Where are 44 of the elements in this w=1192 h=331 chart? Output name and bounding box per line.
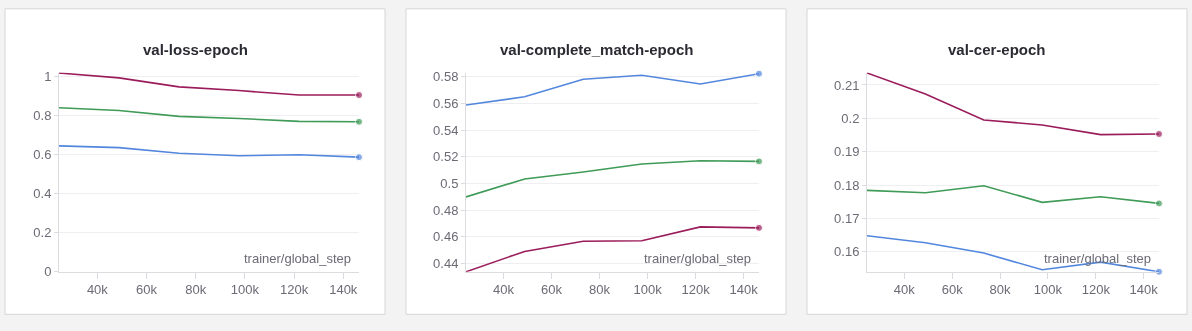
x-tick-label: 140k bbox=[329, 282, 358, 298]
y-tick-label: 0.58 bbox=[433, 69, 459, 85]
x-tick-label: 120k bbox=[1081, 282, 1111, 298]
x-tick-label: 60k bbox=[136, 282, 158, 298]
y-tick-label: 0.2 bbox=[33, 225, 52, 241]
x-tick-label: 80k bbox=[589, 282, 611, 298]
y-tick-label: 0.19 bbox=[834, 144, 860, 160]
y-tick-label: 0.4 bbox=[33, 186, 52, 202]
x-tick-label: 80k bbox=[989, 282, 1012, 298]
y-tick-label: 0.46 bbox=[433, 229, 459, 245]
x-tick-label: 140k bbox=[1129, 282, 1159, 298]
x-tick-label: 60k bbox=[541, 282, 563, 298]
x-tick-label: 100k bbox=[633, 282, 663, 298]
x-tick-label: 100k bbox=[230, 282, 260, 298]
y-tick-label: 0.16 bbox=[834, 244, 860, 260]
y-tick-label: 0.56 bbox=[433, 95, 459, 111]
y-tick-label: 0.6 bbox=[33, 147, 52, 163]
y-tick-label: 0.21 bbox=[834, 77, 860, 93]
x-tick-label: 60k bbox=[941, 282, 964, 298]
x-tick-label: 40k bbox=[86, 282, 109, 298]
y-tick-label: 0.8 bbox=[33, 108, 52, 124]
y-tick-label: 0.18 bbox=[834, 177, 860, 193]
x-tick-label: 40k bbox=[893, 282, 916, 298]
chart-title: val-complete_match-epoch bbox=[500, 41, 694, 58]
x-tick-label: 120k bbox=[681, 282, 711, 298]
y-tick-label: 0.54 bbox=[433, 122, 459, 138]
x-tick-label: 100k bbox=[1033, 282, 1063, 298]
y-tick-label: 0.52 bbox=[433, 149, 459, 165]
y-tick-label: 1 bbox=[44, 69, 52, 85]
chart-title: val-loss-epoch bbox=[143, 41, 249, 58]
x-tick-label: 80k bbox=[185, 282, 207, 298]
y-tick-label: 0.44 bbox=[433, 256, 459, 272]
y-tick-label: 0.17 bbox=[834, 210, 860, 226]
x-tick-label: 140k bbox=[729, 282, 759, 298]
y-tick-label: 0.5 bbox=[440, 175, 459, 191]
y-tick-label: 0.2 bbox=[841, 110, 860, 126]
x-axis-title: trainer/global_step bbox=[644, 251, 751, 266]
y-tick-label: 0.48 bbox=[433, 202, 459, 218]
x-tick-label: 120k bbox=[279, 282, 309, 298]
x-axis-title: trainer/global_step bbox=[244, 251, 351, 266]
x-axis-title: trainer/global_step bbox=[1044, 251, 1151, 266]
chart-title: val-cer-epoch bbox=[948, 41, 1046, 58]
y-tick-label: 0 bbox=[44, 264, 52, 280]
x-tick-label: 40k bbox=[492, 282, 515, 298]
